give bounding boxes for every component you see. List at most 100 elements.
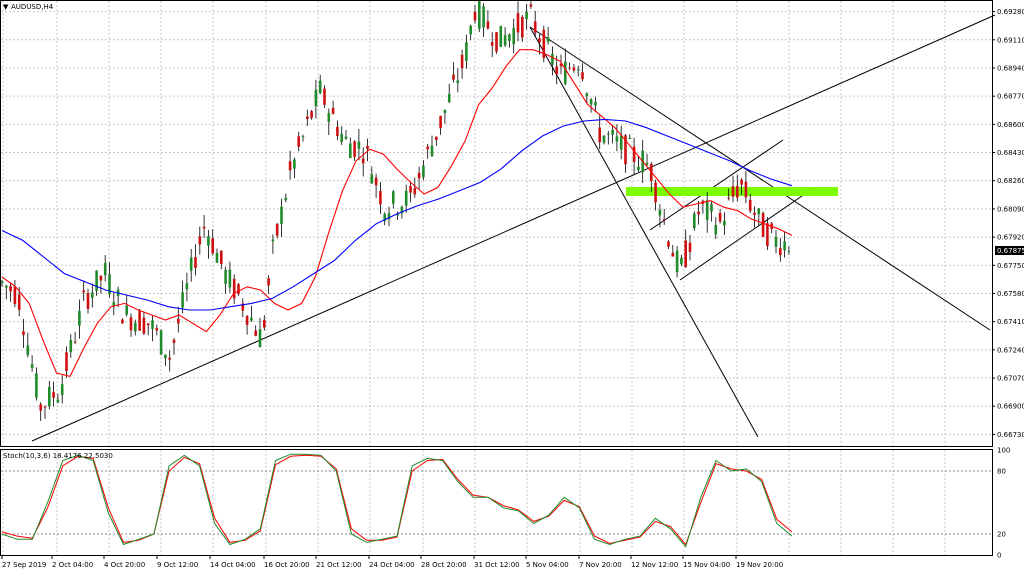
price-tick-label: 0.67580 <box>997 290 1024 298</box>
candle-body <box>551 53 554 65</box>
candle-body <box>400 206 404 214</box>
candle-body <box>413 188 417 195</box>
candle-body <box>370 174 374 184</box>
grid <box>1 1 992 555</box>
candle-body <box>779 248 782 256</box>
price-axis[interactable]: 0.69280 0.69110 0.68940 0.68770 0.68600 0.684… <box>992 8 1024 439</box>
channel-upper-line[interactable] <box>649 139 784 231</box>
candle-body <box>723 220 726 226</box>
candle-body <box>39 404 42 411</box>
candles <box>0 0 791 421</box>
current-price-marker <box>995 246 1024 255</box>
candle-body <box>499 25 503 47</box>
stoch-main-line <box>1 453 793 548</box>
candle-body <box>215 252 219 263</box>
candle-body <box>172 339 176 343</box>
candle-body <box>237 284 240 294</box>
candle-body <box>628 137 632 139</box>
candle-body <box>460 54 464 69</box>
symbol-title: AUDUSD,H4 <box>11 3 54 11</box>
candle-body <box>168 357 171 360</box>
time-tick-label: 27 Sep 2019 <box>2 561 46 569</box>
candle-body <box>73 341 77 343</box>
price-tick-label: 0.68430 <box>997 149 1024 157</box>
candle-body <box>26 345 30 356</box>
candle-body <box>349 143 352 159</box>
channel-lower-line[interactable] <box>679 186 816 281</box>
time-tick-label: 4 Oct 20:00 <box>104 561 145 569</box>
candle-body <box>439 116 442 129</box>
candle-body <box>783 241 786 251</box>
candle-body <box>138 311 141 331</box>
main-pane-border <box>0 0 993 447</box>
candle-body <box>675 250 679 273</box>
candle-body <box>327 113 331 123</box>
candle-body <box>774 237 778 247</box>
candle-body <box>611 129 614 135</box>
candle-body <box>456 80 460 84</box>
triangle-down-icon[interactable]: ▼ <box>3 3 9 11</box>
candle-body <box>323 88 326 105</box>
candle-body <box>525 11 528 20</box>
time-tick-label: 19 Nov 20:00 <box>736 561 783 569</box>
price-tick-label: 0.68770 <box>997 93 1024 101</box>
candle-body <box>495 32 498 52</box>
candle-body <box>546 37 550 42</box>
candle-body <box>564 61 567 84</box>
candle-body <box>443 109 447 114</box>
candle-body <box>310 111 313 118</box>
candle-body <box>194 257 197 269</box>
candle-body <box>714 225 718 235</box>
candle-body <box>632 146 636 162</box>
candle-body <box>254 330 257 336</box>
ma-slow-line <box>1 118 793 311</box>
candle-body <box>202 226 206 229</box>
price-tick-label: 0.67920 <box>997 234 1024 242</box>
candle-body <box>516 13 520 33</box>
candle-body <box>366 146 369 149</box>
candle-body <box>594 101 597 106</box>
candle-body <box>13 286 17 305</box>
candle-body <box>357 141 361 149</box>
candle-body <box>447 93 451 103</box>
candle-body <box>422 165 425 178</box>
candle-body <box>52 391 55 398</box>
stochastic-label: Stoch(10,3,6) 18.4176 22.5030 <box>3 452 113 460</box>
candle-body <box>508 34 511 42</box>
candle-body <box>662 219 666 221</box>
time-tick-label: 5 Nov 04:00 <box>526 561 569 569</box>
price-tick-label: 0.68600 <box>997 121 1024 129</box>
rising-trendline[interactable] <box>31 14 996 442</box>
candle-body <box>91 292 94 298</box>
candle-body <box>267 278 270 286</box>
candle-body <box>705 200 709 220</box>
candle-body <box>224 269 227 284</box>
candle-body <box>585 93 589 97</box>
candle-body <box>207 236 210 246</box>
falling-trendline-steep[interactable] <box>529 26 759 438</box>
candle-body <box>727 197 730 199</box>
candle-body <box>740 179 743 185</box>
candle-body <box>288 161 292 171</box>
candle-body <box>589 99 593 105</box>
candle-body <box>667 241 670 247</box>
time-tick-label: 16 Oct 20:00 <box>264 561 310 569</box>
candle-body <box>331 107 335 114</box>
candle-body <box>619 135 623 150</box>
candle-body <box>430 145 434 157</box>
candle-body <box>263 319 266 328</box>
falling-trendline-long[interactable] <box>529 26 991 331</box>
stoch-level-label: 100 <box>997 447 1010 455</box>
time-tick-label: 21 Oct 12:00 <box>316 561 362 569</box>
candle-body <box>693 213 696 229</box>
candle-body <box>103 262 107 276</box>
candle-body <box>581 72 584 80</box>
candle-body <box>155 328 159 331</box>
time-axis[interactable]: 27 Sep 2019 2 Oct 04:00 4 Oct 20:00 9 Oct 1… <box>1 556 783 569</box>
candle-body <box>533 21 537 33</box>
candle-body <box>181 292 184 308</box>
candle-body <box>129 317 133 331</box>
time-tick-label: 28 Oct 20:00 <box>421 561 467 569</box>
candle-body <box>473 11 477 21</box>
